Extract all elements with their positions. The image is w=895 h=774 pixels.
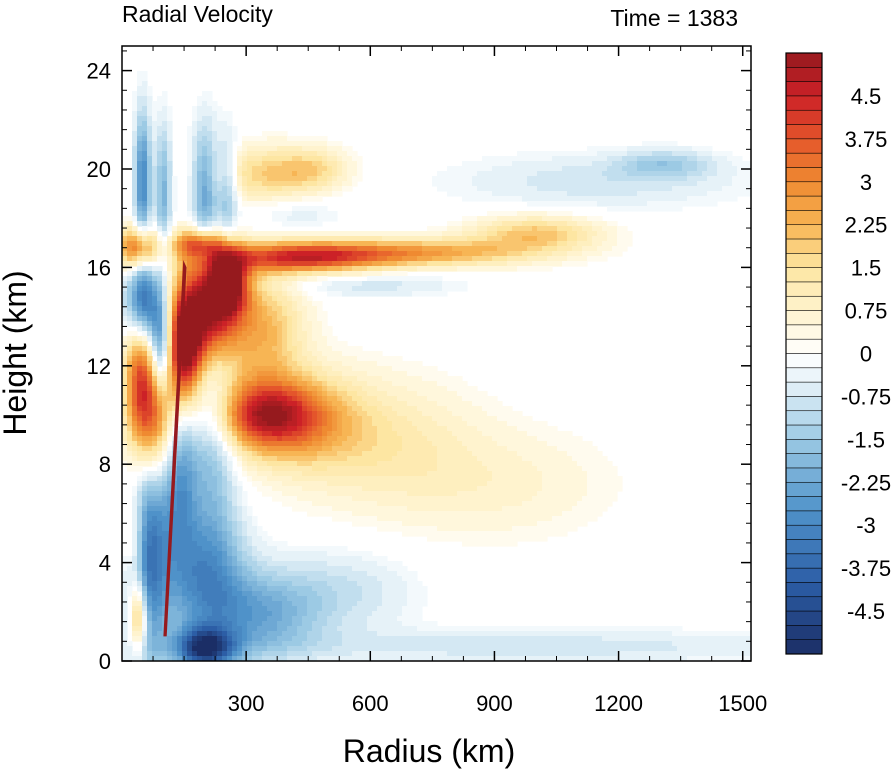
colorbar-swatch (785, 281, 823, 297)
colorbar-label: -2.25 (841, 470, 891, 495)
colorbar-label: -0.75 (841, 384, 891, 409)
x-axis-title: Radius (km) (343, 733, 515, 769)
y-tick-label: 20 (87, 157, 111, 182)
colorbar-swatch (785, 295, 823, 312)
y-tick-label: 12 (87, 354, 111, 379)
colorbar-swatch (785, 81, 823, 97)
colorbar-swatch (785, 124, 823, 140)
colorbar-swatch (785, 467, 823, 483)
colorbar-swatch (785, 596, 823, 612)
colorbar-label: 3 (860, 170, 872, 195)
x-tick-label: 1200 (594, 691, 643, 716)
colorbar-label: -1.5 (847, 427, 885, 452)
colorbar-swatch (785, 510, 823, 526)
y-axis-title: Height (km) (0, 270, 33, 435)
colorbar-label: -3.75 (841, 556, 891, 581)
colorbar-swatch (785, 52, 823, 68)
colorbar-label: 0 (860, 342, 872, 367)
colorbar-label: 1.5 (851, 256, 882, 281)
colorbar-swatch (785, 481, 823, 498)
colorbar-swatch (785, 567, 823, 583)
colorbar-swatch (785, 138, 823, 154)
colorbar-swatch (785, 224, 823, 240)
x-tick-label: 1500 (718, 691, 767, 716)
colorbar-label: 4.5 (851, 84, 882, 109)
colorbar-swatch (785, 195, 823, 211)
colorbar-swatch (785, 338, 823, 355)
colorbar-swatch (785, 381, 823, 397)
time-label: Time = 1383 (610, 5, 738, 31)
colorbar-swatch (785, 310, 823, 326)
colorbar-swatch (785, 253, 823, 269)
colorbar-swatch (785, 410, 823, 426)
colorbar-swatch (785, 610, 823, 626)
colorbar-swatch (785, 109, 823, 126)
y-tick-label: 4 (99, 551, 111, 576)
colorbar-swatch (785, 539, 823, 555)
colorbar-swatch (785, 582, 823, 598)
colorbar-swatch (785, 639, 823, 655)
colorbar-label: -4.5 (847, 599, 885, 624)
colorbar-swatch (785, 210, 823, 226)
chart-title: Radial Velocity (122, 1, 273, 27)
colorbar-swatch (785, 496, 823, 512)
colorbar-swatch (785, 324, 823, 340)
y-tick-label: 0 (99, 649, 111, 674)
axes: 300 600 900 1200 1500 0 4 8 12 16 20 24 (87, 46, 767, 716)
colorbar-swatch (785, 396, 823, 412)
velocity-field (122, 71, 751, 661)
x-tick-label: 600 (352, 691, 389, 716)
colorbar-swatch (785, 367, 823, 383)
colorbar-swatch (785, 424, 823, 440)
colorbar-swatch (785, 353, 823, 369)
colorbar-swatch (785, 95, 823, 111)
colorbar-swatch (785, 439, 823, 455)
colorbar-swatch (785, 267, 823, 283)
colorbar-swatch (785, 524, 823, 541)
colorbar-label: -3 (856, 513, 876, 538)
colorbar-label: 2.25 (845, 213, 888, 238)
outflow-sheet (163, 260, 187, 637)
colorbar-swatch (785, 625, 823, 641)
x-tick-label: 300 (228, 691, 265, 716)
colorbar-swatch (785, 238, 823, 254)
y-tick-label: 16 (87, 255, 111, 280)
colorbar-swatch (785, 181, 823, 197)
plot-frame (121, 45, 752, 662)
y-tick-label: 8 (99, 452, 111, 477)
colorbar: 4.5 3.75 3 2.25 1.5 0.75 0 -0.75 -1.5 -2.25 -3 -3.7… (785, 52, 891, 655)
colorbar-swatch (785, 152, 823, 168)
x-tick-label: 900 (476, 691, 513, 716)
y-tick-label: 24 (87, 59, 111, 84)
colorbar-swatch (785, 67, 823, 83)
colorbar-swatch (785, 167, 823, 183)
colorbar-swatch (785, 553, 823, 569)
colorbar-swatch (785, 453, 823, 469)
colorbar-label: 3.75 (845, 127, 888, 152)
colorbar-label: 0.75 (845, 299, 888, 324)
